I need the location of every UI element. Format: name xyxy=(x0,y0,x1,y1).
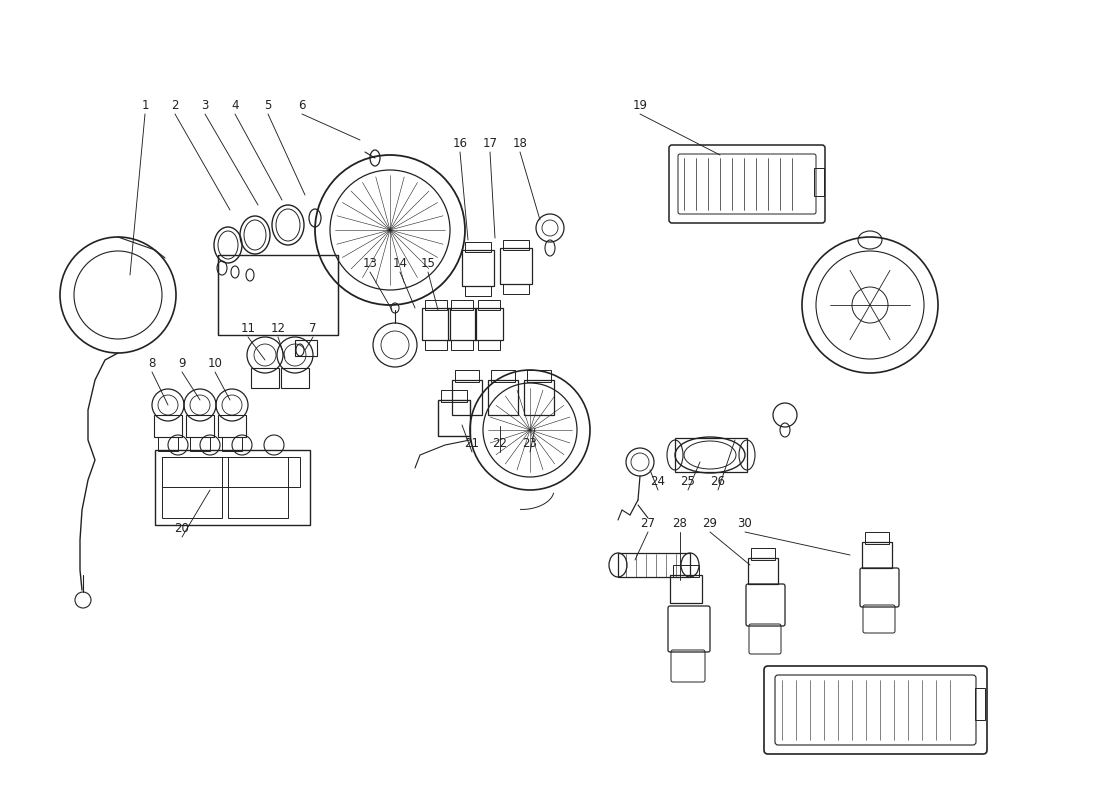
Text: 21: 21 xyxy=(464,437,480,450)
Text: 12: 12 xyxy=(271,322,286,335)
Text: 5: 5 xyxy=(264,99,272,112)
Text: 13: 13 xyxy=(363,257,377,270)
Text: 8: 8 xyxy=(148,357,156,370)
Text: 25: 25 xyxy=(681,475,695,488)
Text: 18: 18 xyxy=(513,137,527,150)
Text: 17: 17 xyxy=(483,137,497,150)
Text: 3: 3 xyxy=(201,99,209,112)
Text: 6: 6 xyxy=(298,99,306,112)
Text: 22: 22 xyxy=(493,437,507,450)
Text: 2: 2 xyxy=(172,99,178,112)
Text: 7: 7 xyxy=(309,322,317,335)
Text: 20: 20 xyxy=(175,522,189,535)
Text: 19: 19 xyxy=(632,99,648,112)
Text: 11: 11 xyxy=(241,322,255,335)
Text: 29: 29 xyxy=(703,517,717,530)
Text: 4: 4 xyxy=(231,99,239,112)
Text: 24: 24 xyxy=(650,475,666,488)
Text: 14: 14 xyxy=(393,257,407,270)
Text: 9: 9 xyxy=(178,357,186,370)
Text: 10: 10 xyxy=(208,357,222,370)
Text: 1: 1 xyxy=(141,99,149,112)
Text: 23: 23 xyxy=(522,437,538,450)
Text: 28: 28 xyxy=(672,517,688,530)
Text: 27: 27 xyxy=(640,517,656,530)
Text: 26: 26 xyxy=(711,475,726,488)
Text: 15: 15 xyxy=(420,257,436,270)
Text: 30: 30 xyxy=(738,517,752,530)
Text: 16: 16 xyxy=(452,137,468,150)
